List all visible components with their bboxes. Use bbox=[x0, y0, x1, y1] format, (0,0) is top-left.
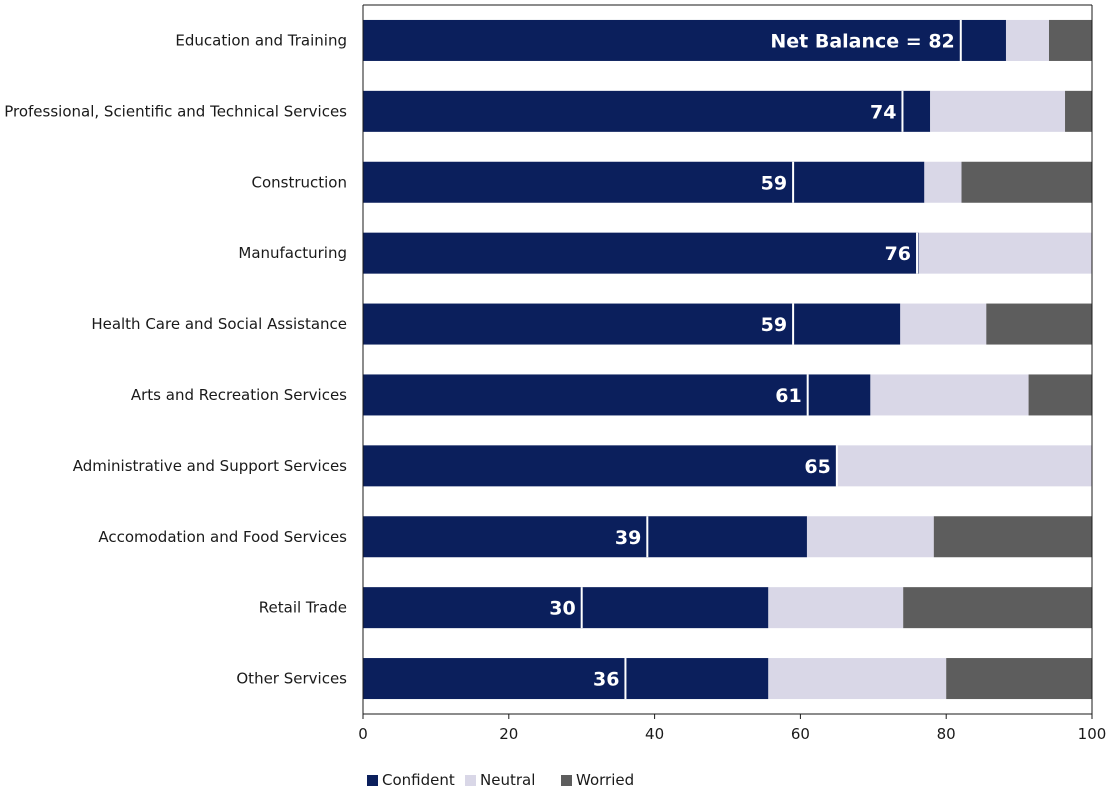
category-label-6: Administrative and Support Services bbox=[73, 457, 347, 475]
bar-confident-8 bbox=[363, 587, 769, 629]
x-tick-label-2: 40 bbox=[645, 725, 664, 743]
bar-neutral-8 bbox=[768, 587, 904, 629]
bar-confident-0 bbox=[363, 19, 1006, 61]
data-labels-layer: Net Balance = 82 74 59 76 59 61 65 39 30 36 bbox=[549, 30, 955, 690]
net-balance-label-7: 39 bbox=[615, 527, 641, 549]
bar-worried-8 bbox=[903, 587, 1092, 629]
category-label-1: Professional, Scientific and Technical S… bbox=[4, 102, 347, 120]
x-tick-label-1: 20 bbox=[499, 725, 518, 743]
category-label-8: Retail Trade bbox=[259, 599, 347, 617]
bar-worried-2 bbox=[961, 161, 1092, 203]
bar-neutral-9 bbox=[768, 658, 947, 700]
bars-layer bbox=[363, 19, 1092, 700]
x-tick-label-3: 60 bbox=[791, 725, 810, 743]
x-tick-label-0: 0 bbox=[358, 725, 368, 743]
category-label-2: Construction bbox=[251, 173, 347, 191]
net-balance-label-6: 65 bbox=[804, 456, 830, 478]
bar-confident-6 bbox=[363, 445, 837, 487]
bar-worried-0 bbox=[1048, 19, 1092, 61]
net-balance-label-8: 30 bbox=[549, 598, 575, 620]
bar-confident-9 bbox=[363, 658, 769, 700]
net-balance-label-2: 59 bbox=[761, 172, 787, 194]
bar-worried-1 bbox=[1065, 90, 1092, 132]
bar-confident-3 bbox=[363, 232, 919, 274]
legend-swatch-worried bbox=[561, 775, 572, 786]
bar-neutral-6 bbox=[836, 445, 1092, 487]
category-label-9: Other Services bbox=[236, 670, 347, 688]
bar-confident-1 bbox=[363, 90, 931, 132]
category-label-5: Arts and Recreation Services bbox=[131, 386, 347, 404]
legend: Confident Neutral Worried bbox=[367, 771, 634, 789]
category-label-4: Health Care and Social Assistance bbox=[91, 315, 347, 333]
bar-neutral-7 bbox=[806, 516, 934, 558]
net-balance-label-3: 76 bbox=[885, 243, 911, 265]
net-balance-label-4: 59 bbox=[761, 314, 787, 336]
category-labels: Education and Training Professional, Scie… bbox=[4, 31, 347, 687]
x-tick-label-4: 80 bbox=[937, 725, 956, 743]
net-balance-markers bbox=[580, 19, 962, 700]
x-tick-label-5: 100 bbox=[1078, 725, 1107, 743]
bar-worried-5 bbox=[1028, 374, 1092, 416]
category-label-3: Manufacturing bbox=[238, 244, 347, 262]
bar-neutral-4 bbox=[900, 303, 987, 345]
legend-label-neutral: Neutral bbox=[480, 771, 535, 789]
bar-neutral-5 bbox=[870, 374, 1029, 416]
bar-worried-9 bbox=[946, 658, 1092, 700]
net-balance-label-1: 74 bbox=[870, 101, 896, 123]
bar-neutral-3 bbox=[918, 232, 1092, 274]
legend-swatch-neutral bbox=[465, 775, 476, 786]
legend-swatch-confident bbox=[367, 775, 378, 786]
axes-layer: 0 20 40 60 80 100 bbox=[358, 4, 1107, 743]
net-balance-label-0: Net Balance = 82 bbox=[770, 30, 954, 52]
bar-neutral-2 bbox=[924, 161, 962, 203]
bar-confident-7 bbox=[363, 516, 807, 558]
net-balance-label-9: 36 bbox=[593, 669, 619, 691]
bar-confident-4 bbox=[363, 303, 901, 345]
legend-label-confident: Confident bbox=[382, 771, 455, 789]
bar-worried-4 bbox=[986, 303, 1092, 345]
category-label-7: Accomodation and Food Services bbox=[98, 528, 347, 546]
legend-label-worried: Worried bbox=[576, 771, 634, 789]
bar-worried-7 bbox=[933, 516, 1092, 558]
bar-neutral-1 bbox=[930, 90, 1066, 132]
category-label-0: Education and Training bbox=[175, 31, 347, 49]
bar-confident-5 bbox=[363, 374, 871, 416]
net-balance-label-5: 61 bbox=[775, 385, 801, 407]
bar-confident-2 bbox=[363, 161, 925, 203]
bar-neutral-0 bbox=[1005, 19, 1049, 61]
